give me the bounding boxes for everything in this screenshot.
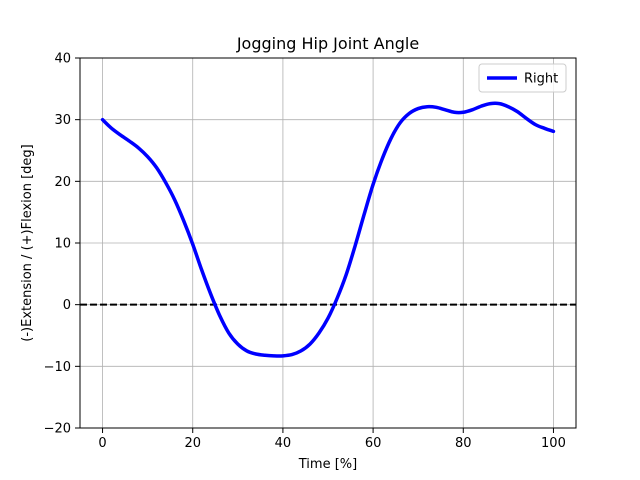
series-line-right xyxy=(100,101,556,358)
y-tick-label: 20 xyxy=(54,175,71,190)
x-tick-label: 100 xyxy=(541,436,566,451)
y-tick-label: 10 xyxy=(54,237,71,252)
y-tick-label: 40 xyxy=(54,52,71,67)
y-tick-label: 30 xyxy=(54,113,71,128)
x-tick-label: 80 xyxy=(455,436,472,451)
x-axis-label: Time [%] xyxy=(298,457,357,472)
legend-box xyxy=(478,63,567,93)
legend: Right xyxy=(478,63,567,93)
legend-label: Right xyxy=(524,72,558,87)
x-tick-label: 20 xyxy=(184,436,201,451)
x-tick-label: 40 xyxy=(275,436,292,451)
chart-title: Jogging Hip Joint Angle xyxy=(236,34,419,53)
axis-ticks: 0 20 40 60 80 100 −20 −10 0 10 20 30 40 xyxy=(44,52,566,452)
series-lines xyxy=(100,101,556,358)
x-tick-label: 60 xyxy=(365,436,382,451)
y-tick-label: −10 xyxy=(44,360,71,375)
y-axis-label: (-)Extension / (+)Flexion [deg] xyxy=(20,144,35,341)
y-tick-label: −20 xyxy=(44,422,71,437)
x-tick-label: 0 xyxy=(98,436,106,451)
y-tick-label: 0 xyxy=(63,298,71,313)
